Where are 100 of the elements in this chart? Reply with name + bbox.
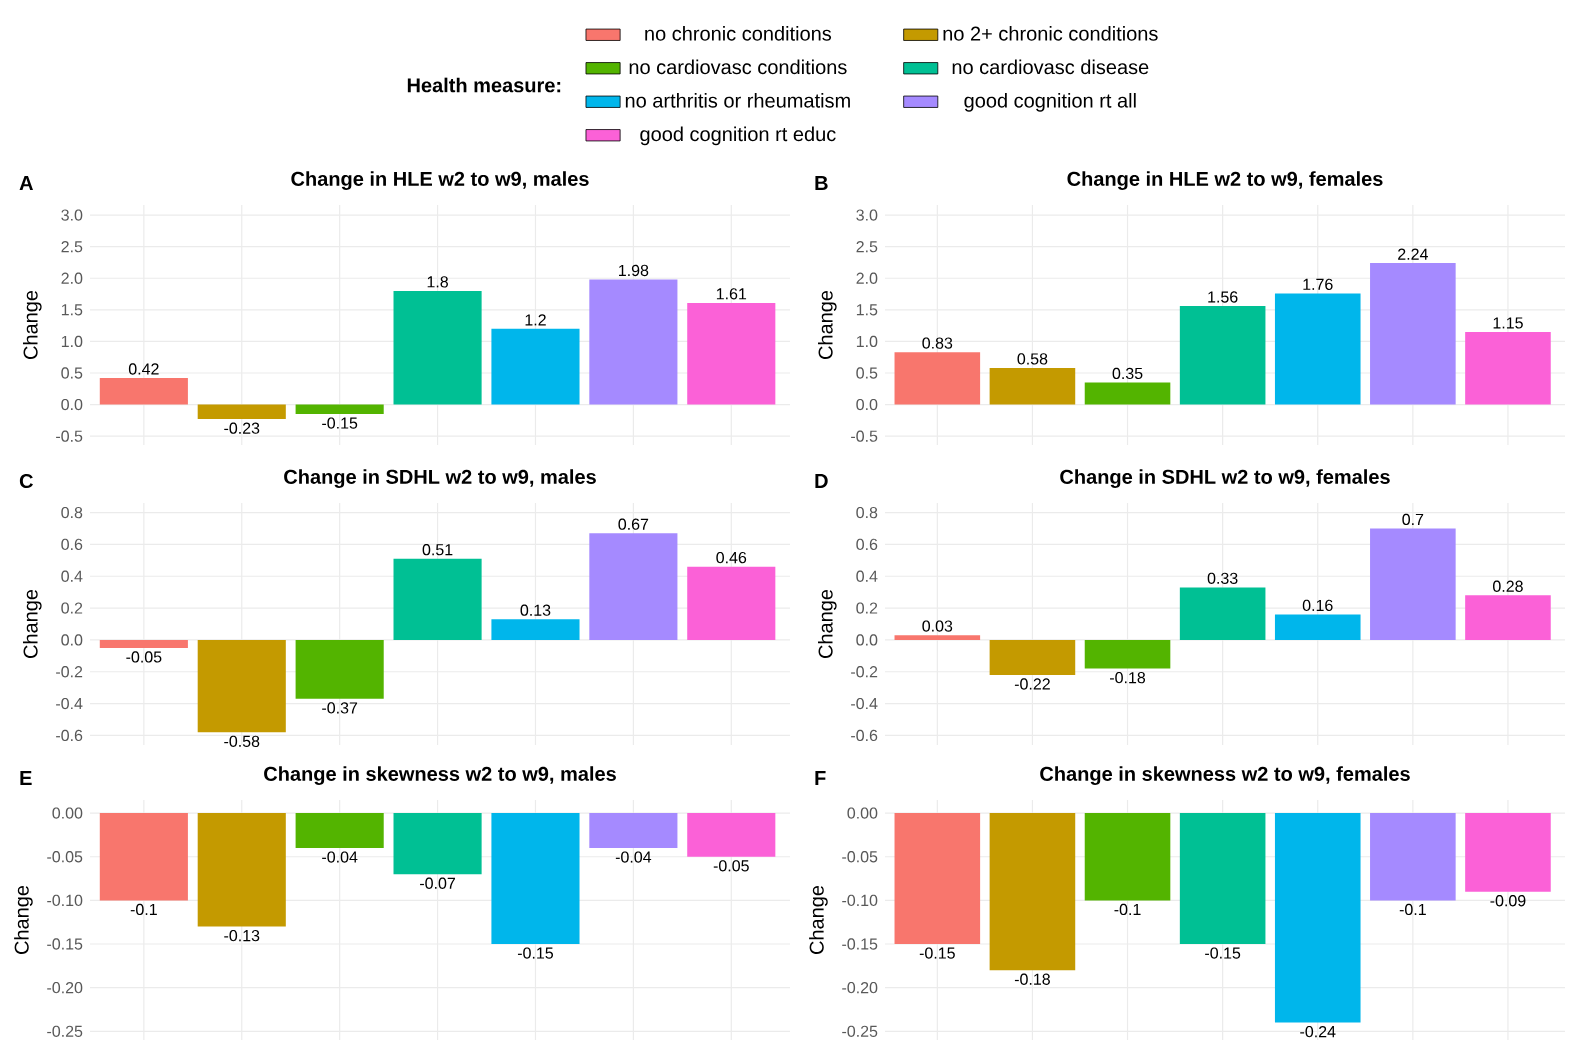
data-label: 1.98 <box>619 264 649 277</box>
bar <box>989 640 1076 676</box>
y-tick-label: 0.00 <box>847 807 878 819</box>
data-label: -0.58 <box>224 735 260 748</box>
y-tick-label: -0.20 <box>47 982 83 994</box>
data-label: 1.8 <box>427 276 448 288</box>
text: D <box>815 474 828 489</box>
y-tick-label: 1.0 <box>856 335 878 348</box>
y-tick-label: -0.6 <box>56 729 83 742</box>
chart-title: Change in SDHL w2 to w9, males <box>284 469 596 489</box>
data-label: -0.04 <box>615 851 652 863</box>
bar <box>1179 587 1266 641</box>
data-label: -0.22 <box>1014 678 1050 690</box>
data-label: 1.76 <box>1303 278 1333 291</box>
y-tick-label: 0.4 <box>856 570 878 583</box>
data-label: -0.1 <box>1399 903 1426 916</box>
text: B <box>815 176 828 191</box>
bar <box>894 635 981 641</box>
data-label: -0.24 <box>1300 1026 1336 1038</box>
text: C <box>19 474 33 489</box>
data-label: 0.28 <box>1493 580 1523 593</box>
y-axis-title: Change <box>818 291 837 360</box>
y-tick-label: 0.8 <box>61 507 83 519</box>
y-tick-label: -0.10 <box>47 894 83 907</box>
legend-label: no cardiovasc disease <box>952 59 1149 75</box>
y-tick-label: -0.15 <box>47 938 83 950</box>
y-tick-label: 0.0 <box>856 634 878 646</box>
legend-label: no chronic conditions <box>645 26 832 41</box>
y-tick-label: 2.0 <box>61 272 83 285</box>
bar <box>894 352 981 405</box>
y-tick-label: 0.0 <box>61 399 83 411</box>
bar <box>589 279 678 405</box>
data-label: -0.04 <box>322 851 358 863</box>
y-tick-label: 2.0 <box>856 272 878 285</box>
data-label: -0.15 <box>322 417 358 429</box>
y-tick-label: -0.05 <box>47 851 83 863</box>
data-label: -0.15 <box>517 947 554 959</box>
data-label: 0.35 <box>1112 367 1143 380</box>
data-label: 0.83 <box>922 337 953 349</box>
y-tick-label: 1.0 <box>61 335 83 348</box>
y-tick-label: -0.10 <box>842 894 878 907</box>
legend-label: no cardiovasc conditions <box>629 59 847 75</box>
y-tick-label: -0.25 <box>842 1025 878 1038</box>
bar <box>197 640 286 733</box>
data-label: 0.03 <box>922 620 953 632</box>
y-tick-label: 0.2 <box>856 602 878 614</box>
bar <box>989 368 1076 405</box>
bar <box>1084 382 1171 405</box>
data-label: 0.42 <box>128 363 159 375</box>
y-tick-label: -0.15 <box>842 938 878 950</box>
data-label: -0.05 <box>713 860 749 872</box>
bar <box>99 378 188 405</box>
bar <box>687 303 776 405</box>
chart-title: Change in HLE w2 to w9, males <box>291 171 589 191</box>
chart-title: Change in skewness w2 to w9, males <box>264 766 616 786</box>
y-tick-label: -0.2 <box>851 666 878 678</box>
y-tick-label: 2.5 <box>61 241 83 253</box>
data-label: 1.61 <box>716 288 747 300</box>
data-label: 1.56 <box>1208 291 1238 303</box>
data-label: -0.13 <box>224 930 260 942</box>
y-tick-label: 0.5 <box>856 367 878 379</box>
y-tick-label: 0.8 <box>856 507 878 519</box>
y-tick-label: 0.6 <box>61 538 83 551</box>
y-axis-title: Change <box>809 886 828 955</box>
legend-label: no 2+ chronic conditions <box>943 26 1158 41</box>
y-axis-title: Change <box>818 590 837 659</box>
data-label: 0.7 <box>1402 513 1424 526</box>
y-tick-label: -0.20 <box>842 982 878 994</box>
bar <box>1465 332 1551 405</box>
legend-label: good cognition rt educ <box>640 126 836 146</box>
y-axis-title: Change <box>14 886 33 955</box>
y-tick-label: 0.0 <box>856 399 878 411</box>
text: E <box>20 771 32 786</box>
y-tick-label: -0.5 <box>56 430 83 442</box>
data-label: -0.37 <box>322 702 358 714</box>
data-label: -0.1 <box>1114 903 1141 916</box>
y-tick-label: 0.0 <box>61 634 83 646</box>
data-label: 0.67 <box>618 518 649 530</box>
bar <box>99 640 188 649</box>
y-tick-label: 1.5 <box>856 304 878 316</box>
data-label: -0.15 <box>919 947 955 959</box>
legend-label: no arthritis or rheumatism <box>625 93 850 108</box>
data-label: -0.1 <box>130 903 157 916</box>
legend-title: Health measure: <box>407 77 561 93</box>
bar <box>1274 614 1361 641</box>
bar <box>197 404 286 420</box>
y-tick-label: -0.5 <box>851 430 878 442</box>
chart-title: Change in skewness w2 to w9, females <box>1040 766 1410 786</box>
y-axis-title: Change <box>23 291 42 360</box>
data-label: 0.51 <box>422 544 453 556</box>
data-label: -0.15 <box>1205 947 1241 959</box>
y-tick-label: 0.5 <box>61 367 83 379</box>
bar <box>1370 263 1456 405</box>
bar <box>491 328 580 405</box>
data-label: -0.05 <box>126 651 162 663</box>
data-label: 0.33 <box>1207 572 1238 585</box>
bar <box>491 619 580 641</box>
data-label: 1.2 <box>525 314 546 326</box>
bar <box>1179 306 1266 405</box>
data-label: 0.58 <box>1017 353 1048 365</box>
